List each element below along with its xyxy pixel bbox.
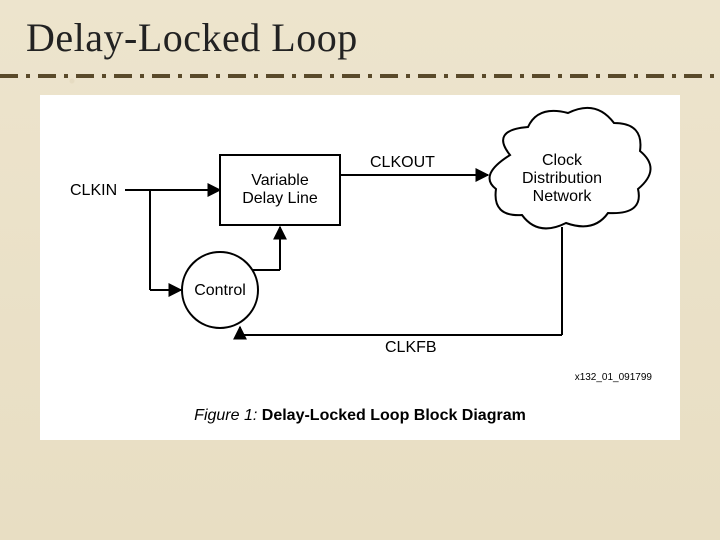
cloud-label-line2: Distribution	[522, 170, 602, 187]
figure-caption: Figure 1: Delay-Locked Loop Block Diagra…	[194, 407, 526, 424]
clkout-label: CLKOUT	[370, 154, 435, 171]
dll-block-diagram: CLKIN Variable Delay Line CLKOUT Clock D…	[40, 95, 680, 440]
title-underline	[0, 74, 720, 78]
figure-caption-bold: Delay-Locked Loop Block Diagram	[262, 407, 526, 424]
vdl-label-line1: Variable	[251, 172, 309, 189]
figure-panel: CLKIN Variable Delay Line CLKOUT Clock D…	[40, 95, 680, 440]
slide: Delay-Locked Loop CLKIN Variable Delay L…	[0, 0, 720, 540]
clkin-label: CLKIN	[70, 182, 117, 199]
figure-caption-prefix: Figure 1:	[194, 407, 257, 424]
vdl-label-line2: Delay Line	[242, 190, 318, 207]
cloud-label-line1: Clock	[542, 152, 583, 169]
control-label: Control	[194, 282, 246, 299]
figure-small-id: x132_01_091799	[575, 372, 653, 383]
slide-title: Delay-Locked Loop	[26, 14, 358, 61]
cloud-label-line3: Network	[533, 188, 593, 205]
clkfb-label: CLKFB	[385, 339, 437, 356]
